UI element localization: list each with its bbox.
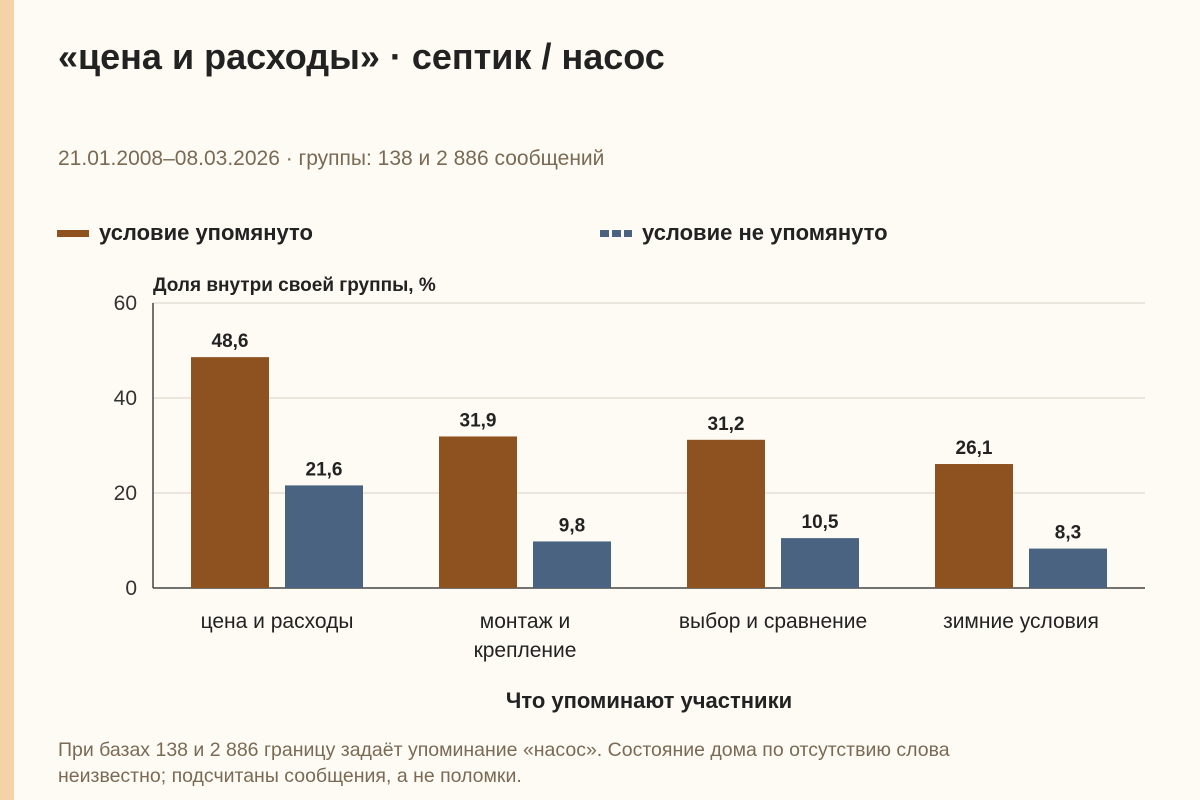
bar-value-label: 31,9 — [460, 410, 497, 431]
bar — [687, 439, 765, 588]
bar — [781, 538, 859, 588]
x-tick-label: цена и расходы — [201, 610, 354, 633]
bar-value-label: 10,5 — [802, 512, 839, 533]
bar — [1029, 548, 1107, 588]
bar-value-label: 8,3 — [1055, 523, 1081, 544]
legend-item-mentioned: условие упомянуто — [57, 220, 313, 246]
legend-item-not-mentioned: условие не упомянуто — [600, 220, 888, 246]
legend-label-not-mentioned: условие не упомянуто — [642, 220, 888, 245]
bar — [439, 436, 517, 588]
accent-strip — [0, 0, 14, 800]
legend-swatch-mentioned — [57, 229, 89, 237]
bar-value-label: 31,2 — [708, 414, 745, 435]
x-tick-label: зимние условия — [943, 610, 1099, 633]
footnote: При базах 138 и 2 886 границу задаёт упо… — [58, 739, 950, 787]
x-axis-label: Что упоминают участники — [506, 688, 792, 713]
y-axis-label: Доля внутри своей группы, % — [153, 275, 436, 296]
legend: условие упомянуто условие не упомянуто — [0, 220, 1200, 250]
x-tick-label: крепление — [474, 639, 577, 662]
y-tick-label: 60 — [114, 292, 137, 315]
y-tick-label: 0 — [125, 577, 137, 600]
y-tick-label: 40 — [114, 387, 137, 410]
bar — [285, 485, 363, 588]
bar-value-label: 21,6 — [306, 459, 343, 480]
bar-value-label: 48,6 — [212, 331, 249, 352]
bar-value-label: 9,8 — [559, 515, 585, 536]
chart-subtitle: 21.01.2008–08.03.2026 · группы: 138 и 2 … — [58, 147, 605, 170]
y-tick-label: 20 — [114, 482, 137, 505]
bar-value-label: 26,1 — [956, 438, 993, 459]
bar — [533, 541, 611, 588]
bar — [935, 464, 1013, 588]
x-tick-label: выбор и сравнение — [679, 610, 867, 633]
legend-swatch-not-mentioned — [600, 229, 632, 237]
legend-label-mentioned: условие упомянуто — [99, 220, 313, 245]
x-tick-label: монтаж и — [480, 610, 570, 633]
chart-title: «цена и расходы» · септик / насос — [58, 36, 665, 77]
bar — [191, 357, 269, 588]
